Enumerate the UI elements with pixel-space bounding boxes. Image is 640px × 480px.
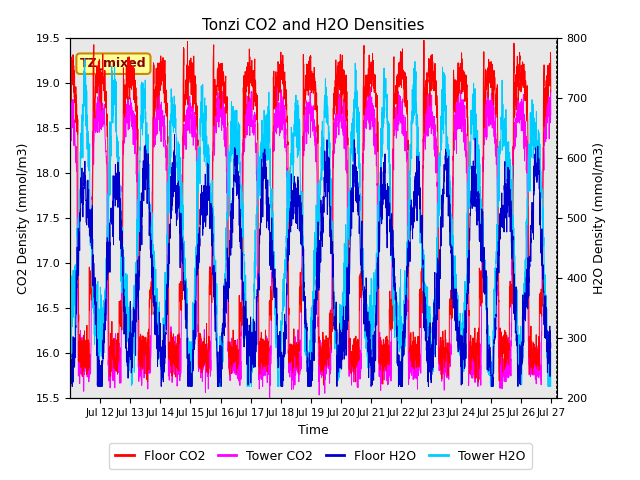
Floor H2O	[538, 263, 545, 268]
Tower CO2	[547, 112, 555, 118]
Tower CO2	[67, 79, 75, 84]
Floor CO2	[150, 81, 157, 87]
Tower CO2	[486, 108, 494, 114]
Tower H2O	[547, 349, 555, 355]
Floor CO2	[251, 65, 259, 71]
Y-axis label: H2O Density (mmol/m3): H2O Density (mmol/m3)	[593, 143, 606, 294]
X-axis label: Time: Time	[298, 424, 329, 437]
Tower H2O	[188, 384, 195, 389]
Tower CO2	[67, 97, 74, 103]
Floor H2O	[171, 132, 179, 137]
Tower CO2	[538, 333, 545, 338]
Floor H2O	[67, 360, 74, 365]
Line: Floor CO2: Floor CO2	[70, 40, 551, 385]
Floor CO2	[486, 65, 494, 71]
Tower CO2	[150, 138, 157, 144]
Tower H2O	[67, 299, 74, 305]
Floor H2O	[547, 345, 555, 350]
Line: Floor H2O: Floor H2O	[70, 134, 551, 386]
Floor CO2	[420, 37, 428, 43]
Tower CO2	[122, 122, 129, 128]
Tower CO2	[266, 396, 273, 401]
Tower CO2	[251, 120, 259, 125]
Tower H2O	[486, 350, 494, 356]
Tower H2O	[272, 321, 280, 326]
Line: Tower CO2: Tower CO2	[70, 82, 551, 398]
Floor H2O	[122, 317, 129, 323]
Floor H2O	[486, 344, 494, 350]
Floor CO2	[547, 89, 555, 95]
Floor H2O	[251, 341, 259, 347]
Tower CO2	[272, 129, 280, 134]
Tower H2O	[538, 188, 545, 193]
Text: TZ_mixed: TZ_mixed	[80, 57, 147, 70]
Legend: Floor CO2, Tower CO2, Floor H2O, Tower H2O: Floor CO2, Tower CO2, Floor H2O, Tower H…	[109, 444, 531, 469]
Floor CO2	[538, 313, 545, 319]
Title: Tonzi CO2 and H2O Densities: Tonzi CO2 and H2O Densities	[202, 18, 425, 33]
Y-axis label: CO2 Density (mmol/m3): CO2 Density (mmol/m3)	[17, 143, 30, 294]
Floor CO2	[122, 82, 129, 88]
Floor CO2	[271, 101, 279, 107]
Floor CO2	[319, 382, 327, 388]
Floor CO2	[67, 83, 74, 89]
Tower H2O	[81, 55, 88, 61]
Line: Tower H2O: Tower H2O	[70, 58, 551, 386]
Floor H2O	[67, 384, 75, 389]
Floor H2O	[272, 287, 280, 292]
Floor H2O	[150, 297, 157, 302]
Tower H2O	[251, 275, 259, 281]
Tower H2O	[150, 287, 157, 292]
Tower H2O	[122, 323, 129, 328]
